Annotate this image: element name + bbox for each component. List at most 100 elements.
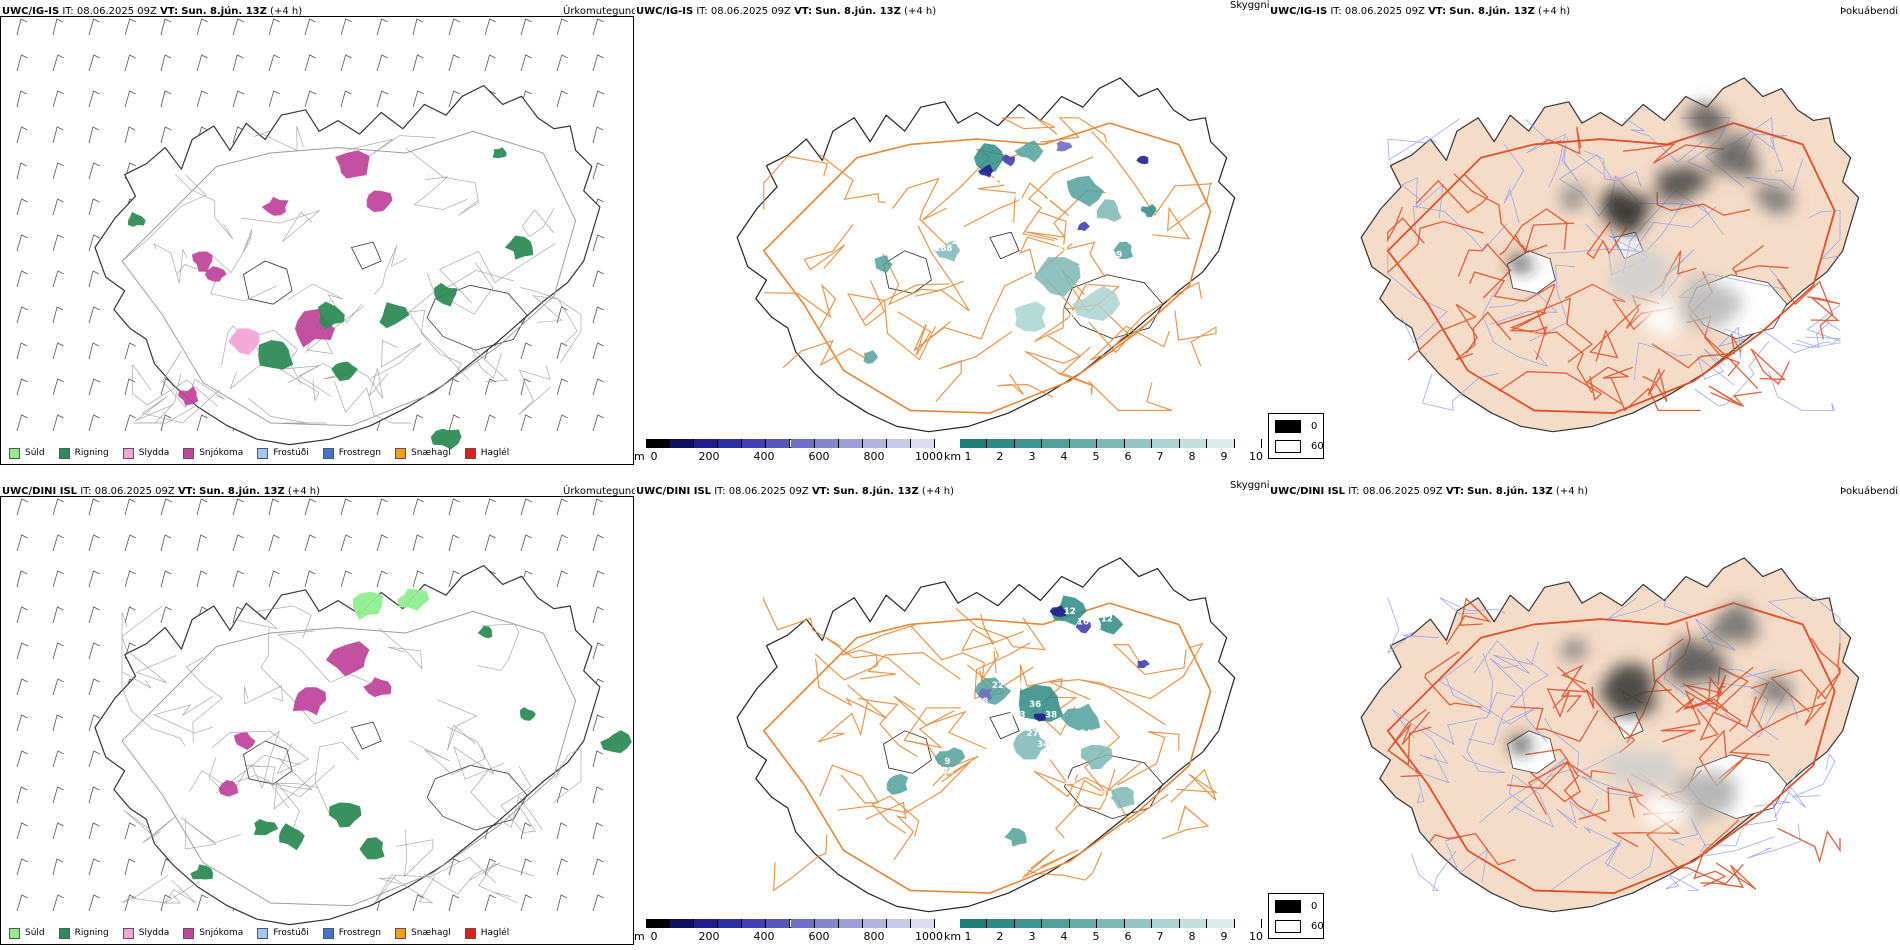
visibility-colorbar-segment bbox=[1152, 439, 1180, 448]
visibility-colorbar-segment bbox=[1042, 439, 1070, 448]
legend-item: Súld bbox=[9, 927, 45, 939]
ceiling-value-label: 14 bbox=[937, 344, 949, 354]
visibility-colorbar: km 1 2 3 4 5 6 7 8 9 10 bbox=[944, 919, 1269, 945]
ceiling-colorbar-segment bbox=[790, 439, 815, 448]
panel-header: UWC/IG-IS IT: 08.06.2025 09Z VT: Sun. 8.… bbox=[2, 6, 303, 17]
ceiling-colorbar-segment bbox=[670, 919, 695, 928]
ceiling-value-label: 353 bbox=[1007, 711, 1025, 721]
legend-item: Frostregn bbox=[322, 927, 382, 939]
ceiling-colorbar-segment bbox=[718, 439, 743, 448]
legend-item: Snjókoma bbox=[183, 927, 243, 939]
visibility-colorbar-segment bbox=[1097, 439, 1125, 448]
map-frame: Súld Rigning Slydda Snjókoma Frostúði Frostre… bbox=[0, 16, 634, 465]
legend-swatch bbox=[183, 927, 195, 939]
ceiling-colorbar-unit: m bbox=[634, 450, 645, 463]
ceiling-value-label: 59 bbox=[968, 191, 980, 201]
ceiling-value-label: 19 bbox=[1064, 777, 1076, 787]
legend-swatch bbox=[322, 927, 334, 939]
precip-map-top bbox=[16, 18, 604, 450]
fog-legend-item: 0 bbox=[1275, 420, 1317, 433]
visibility-colorbar-tick: 2 bbox=[996, 930, 1004, 943]
panel-header: UWC/IG-IS IT: 08.06.2025 09Z VT: Sun. 8.… bbox=[636, 6, 937, 17]
ceiling-colorbar-segment bbox=[766, 919, 791, 928]
fog-legend: 0 60 bbox=[1268, 893, 1324, 939]
fog-map-top bbox=[1360, 77, 1860, 433]
ceiling-value-label: 29 bbox=[1110, 250, 1122, 260]
legend-item: Slydda bbox=[122, 447, 170, 459]
visibility-colorbar-segment bbox=[1207, 919, 1235, 928]
legend-swatch bbox=[257, 447, 269, 459]
legend-swatch bbox=[183, 447, 195, 459]
panel-title: Úrkomutegund bbox=[563, 6, 635, 17]
ceiling-colorbar-segment bbox=[742, 439, 767, 448]
ceiling-colorbar-segment bbox=[910, 919, 935, 928]
legend-item: Snæhagl bbox=[395, 447, 451, 459]
visibility-colorbar-segment bbox=[1124, 439, 1153, 448]
legend-item: Súld bbox=[9, 447, 45, 459]
legend-swatch bbox=[58, 927, 70, 939]
visibility-colorbar-tick: 3 bbox=[1028, 450, 1036, 463]
visibility-colorbar-segment bbox=[987, 439, 1015, 448]
legend-label: Frostúði bbox=[273, 448, 309, 458]
ceiling-colorbar-tick: 600 bbox=[808, 930, 830, 943]
ceiling-colorbar-segment bbox=[862, 439, 887, 448]
visibility-colorbar-tick: 1 bbox=[964, 450, 972, 463]
ceiling-value-label: 38 bbox=[1045, 711, 1057, 721]
legend-item: Haglél bbox=[464, 927, 509, 939]
precip-legend: Súld Rigning Slydda Snjókoma Frostúði Frostre… bbox=[1, 922, 515, 944]
panel-header: UWC/DINI ISL IT: 08.06.2025 09Z VT: Sun.… bbox=[2, 486, 320, 497]
visibility-colorbar-tick: 7 bbox=[1156, 450, 1164, 463]
legend-label: Slydda bbox=[138, 928, 170, 938]
visibility-colorbar-tick: 6 bbox=[1124, 930, 1132, 943]
panel-title: Úrkomutegund bbox=[563, 486, 635, 497]
ceiling-colorbar-segment bbox=[910, 439, 935, 448]
ceiling-colorbar-unit: m bbox=[634, 930, 645, 943]
visibility-colorbar-tick: 1 bbox=[964, 930, 972, 943]
ceiling-value-label: 35 bbox=[1056, 244, 1068, 254]
legend-label: Súld bbox=[25, 448, 45, 458]
visibility-colorbar-tick: 2 bbox=[996, 450, 1004, 463]
ceiling-colorbar-tick: 400 bbox=[753, 450, 775, 463]
legend-swatch bbox=[322, 447, 334, 459]
panel-header: UWC/DINI ISL IT: 08.06.2025 09Z VT: Sun.… bbox=[636, 486, 954, 497]
ceiling-value-label: 15 bbox=[1045, 193, 1057, 203]
precip-legend: Súld Rigning Slydda Snjókoma Frostúði Frostre… bbox=[1, 442, 515, 464]
ceiling-value-label: 29 bbox=[1037, 217, 1049, 227]
ceiling-value-label: 16 bbox=[1010, 681, 1022, 691]
ceiling-colorbar-segment bbox=[886, 439, 911, 448]
legend-label: Snæhagl bbox=[411, 448, 451, 458]
legend-swatch bbox=[464, 447, 476, 459]
ceiling-value-label: 12 bbox=[1029, 830, 1041, 840]
legend-label: Rigning bbox=[74, 928, 109, 938]
ceiling-colorbar-tick: 1000 bbox=[915, 930, 943, 943]
ceiling-value-label: 36 bbox=[1029, 700, 1041, 710]
visibility-colorbar-tick: 7 bbox=[1156, 930, 1164, 943]
legend-label: Frostregn bbox=[338, 928, 382, 938]
legend-item: Frostúði bbox=[257, 447, 309, 459]
visibility-colorbar-tick: 5 bbox=[1092, 930, 1100, 943]
visibility-colorbar-segment bbox=[1097, 919, 1125, 928]
fog-legend-label: 0 bbox=[1311, 901, 1318, 912]
panel-header: UWC/DINI ISL IT: 08.06.2025 09Z VT: Sun.… bbox=[1270, 486, 1588, 497]
legend-label: Snæhagl bbox=[411, 928, 451, 938]
ceiling-colorbar-tick: 0 bbox=[650, 930, 658, 943]
visibility-colorbar-segment bbox=[1234, 919, 1262, 928]
legend-label: Súld bbox=[25, 928, 45, 938]
ceiling-value-label: 168 bbox=[970, 697, 988, 707]
ceiling-colorbar-segment bbox=[838, 919, 863, 928]
ceiling-colorbar-segment bbox=[694, 439, 719, 448]
visibility-colorbar-unit: km bbox=[944, 930, 962, 943]
ceiling-colorbar-tick: 0 bbox=[650, 450, 658, 463]
ceiling-value-label: 16 bbox=[1077, 617, 1089, 627]
ceiling-value-label: 13 bbox=[979, 201, 991, 211]
legend-swatch bbox=[9, 927, 20, 939]
panel-title: Skyggni bbox=[1230, 480, 1269, 491]
legend-label: Slydda bbox=[138, 448, 170, 458]
ceiling-value-label: 46 bbox=[1034, 175, 1046, 185]
ceiling-colorbar-segment bbox=[814, 439, 839, 448]
visibility-colorbar-tick: 9 bbox=[1220, 930, 1228, 943]
ceiling-value-label: 188 bbox=[934, 244, 952, 254]
legend-swatch bbox=[122, 927, 134, 939]
ceiling-value-label: 18 bbox=[1064, 310, 1076, 320]
panel-title: Þokuábendi bbox=[1840, 6, 1899, 17]
